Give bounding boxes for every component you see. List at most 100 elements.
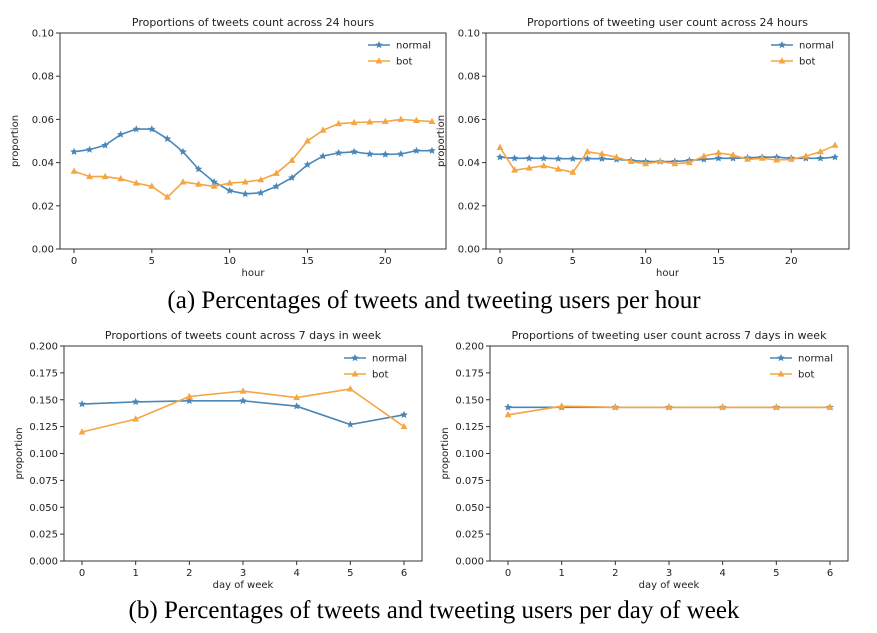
chart-4-ytick-label: 0.125 xyxy=(455,422,484,433)
chart-3-ylabel: proportion xyxy=(14,427,25,479)
chart-1-point-normal xyxy=(319,152,327,160)
chart-1-point-bot xyxy=(210,182,218,189)
chart-1-point-bot xyxy=(148,182,156,189)
chart-1-point-bot xyxy=(179,178,187,185)
chart-3-legend-marker-bot xyxy=(351,370,359,377)
chart-2-point-bot xyxy=(627,157,635,164)
chart-2-point-bot xyxy=(656,157,664,164)
chart-2-legend-marker-normal xyxy=(778,41,786,49)
chart-1-point-bot xyxy=(428,117,436,124)
chart-2-legend-label-normal: normal xyxy=(799,41,834,52)
chart-1-line-bot xyxy=(73,118,433,199)
chart-3-point-normal xyxy=(131,397,140,406)
chart-4-xtick-label: 4 xyxy=(719,568,725,579)
chart-2-ytick-label: 0.04 xyxy=(458,158,480,169)
chart-1-legend-label-normal: normal xyxy=(396,41,431,52)
chart-4-ytick-label: 0.200 xyxy=(455,342,484,353)
chart-2-legend-label-bot: bot xyxy=(799,57,815,68)
chart-4-axes-frame xyxy=(489,345,849,562)
chart-1-xtick-label: 10 xyxy=(223,256,236,267)
chart-1-point-bot xyxy=(164,193,171,200)
chart-4-point-bot xyxy=(826,403,834,410)
chart-3-axes-frame xyxy=(63,345,423,562)
chart-1-point-bot xyxy=(381,117,389,124)
chart-2-point-normal xyxy=(496,153,504,161)
chart-2-point-bot xyxy=(569,168,577,175)
chart-3-point-bot xyxy=(346,385,354,392)
chart-2-xtick-label: 20 xyxy=(785,256,798,267)
chart-4-point-normal xyxy=(504,403,512,411)
chart-2-title: Proportions of tweeting user count acros… xyxy=(527,16,808,29)
chart-2-ytick-label: 0.02 xyxy=(458,201,480,212)
chart-1-point-bot xyxy=(335,119,342,127)
chart-3-point-bot xyxy=(239,387,247,394)
chart-4-point-bot xyxy=(665,403,673,410)
chart-2-point-bot xyxy=(773,156,781,163)
chart-2-point-normal xyxy=(539,154,548,162)
chart-1-point-normal xyxy=(116,130,125,138)
chart-3-point-bot xyxy=(78,428,86,435)
chart-4-legend-label-normal: normal xyxy=(798,354,833,365)
chart-1-point-normal xyxy=(365,150,374,158)
chart-4-point-bot xyxy=(719,403,727,410)
chart-2-point-bot xyxy=(685,158,693,166)
chart-2-ytick-label: 0.10 xyxy=(458,29,480,40)
chart-2-point-normal xyxy=(700,155,708,163)
chart-2-point-bot xyxy=(584,148,591,155)
chart-1-point-normal xyxy=(288,173,296,181)
chart-2-point-normal xyxy=(554,154,563,162)
chart-3-legend-marker-normal xyxy=(351,354,359,362)
chart-4-ytick-label: 0.050 xyxy=(455,503,484,514)
chart-2-point-bot xyxy=(700,152,708,159)
chart-1-point-normal xyxy=(148,125,156,133)
chart-1-point-normal xyxy=(350,147,358,155)
chart-3-point-normal xyxy=(78,400,86,408)
chart-2-point-bot xyxy=(511,166,518,173)
caption-a: (a) Percentages of tweets and tweeting u… xyxy=(167,287,701,314)
chart-2-point-normal xyxy=(831,153,839,161)
chart-3-xtick-label: 0 xyxy=(79,568,85,579)
chart-2-point-normal xyxy=(598,154,606,162)
chart-2-point-bot xyxy=(831,141,839,148)
chart-3-legend-label-normal: normal xyxy=(372,354,407,365)
chart-1-point-normal xyxy=(257,188,265,197)
chart-1-xtick-label: 20 xyxy=(379,256,392,267)
chart-3-point-normal xyxy=(239,396,247,405)
chart-2-point-bot xyxy=(642,159,650,167)
chart-2-line-bot xyxy=(499,144,836,174)
chart-1-point-bot xyxy=(101,172,109,180)
chart-4-xtick-label: 2 xyxy=(612,568,618,579)
chart-1-point-normal xyxy=(303,160,312,168)
chart-2-legend-marker-bot xyxy=(778,57,786,64)
chart-1-point-normal xyxy=(272,182,281,190)
chart-2-point-normal xyxy=(729,154,737,162)
chart-2-point-normal xyxy=(525,154,533,162)
chart-1-point-bot xyxy=(86,172,93,180)
chart-3-xtick-label: 4 xyxy=(293,568,299,579)
chart-1-legend-label-bot: bot xyxy=(396,57,412,68)
chart-1-point-normal xyxy=(412,146,421,154)
chart-1-point-normal xyxy=(241,189,249,198)
chart-3-title: Proportions of tweets count across 7 day… xyxy=(105,329,382,342)
chart-3-legend-label-bot: bot xyxy=(372,370,388,381)
chart-1-point-normal xyxy=(194,165,203,173)
chart-3-xlabel: day of week xyxy=(213,580,274,591)
chart-3-xtick-label: 1 xyxy=(132,568,138,579)
chart-2-xlabel: hour xyxy=(656,268,680,279)
chart-4-xtick-label: 0 xyxy=(505,568,511,579)
chart-1-point-normal xyxy=(381,150,390,158)
chart-1-point-bot xyxy=(226,179,234,186)
chart-1-point-bot xyxy=(288,156,296,163)
chart-1-point-normal xyxy=(132,125,141,133)
chart-2-xtick-label: 10 xyxy=(639,256,652,267)
chart-2-point-normal xyxy=(714,154,723,162)
chart-2-point-bot xyxy=(554,165,562,172)
chart-4-legend-marker-bot xyxy=(777,370,785,377)
chart-1-xtick-label: 15 xyxy=(301,256,314,267)
chart-1-line-normal xyxy=(73,128,432,195)
chart-1-title: Proportions of tweets count across 24 ho… xyxy=(132,16,374,29)
chart-2-ylabel: proportion xyxy=(436,115,447,167)
chart-3-point-bot xyxy=(400,422,408,430)
chart-2-xtick-label: 15 xyxy=(712,256,725,267)
